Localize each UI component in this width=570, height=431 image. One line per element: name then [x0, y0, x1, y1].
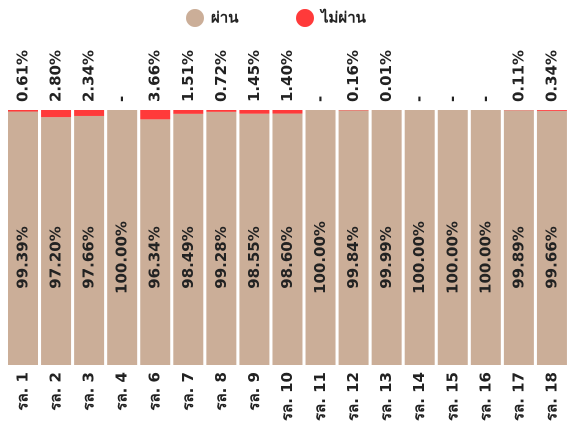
bar-segment: [41, 110, 71, 117]
x-tick-label: รล. 4: [113, 372, 131, 411]
x-tick-label: รล. 2: [47, 372, 65, 411]
x-tick-label: รล. 16: [476, 372, 494, 421]
x-tick-label: รล. 8: [212, 372, 230, 411]
value-label: 99.84%: [344, 226, 362, 288]
value-label: -: [113, 96, 131, 102]
legend-swatch: [186, 9, 204, 27]
value-label: 99.99%: [377, 226, 395, 288]
bar-segment: [239, 110, 269, 114]
value-label: 100.00%: [443, 221, 461, 294]
value-label: 98.55%: [245, 226, 263, 288]
x-tick-label: รล. 17: [509, 372, 527, 421]
bar-segment: [173, 110, 203, 114]
bar-segment: [272, 110, 302, 114]
value-label: -: [443, 96, 461, 102]
bar-segment: [74, 110, 104, 116]
x-tick-label: รล. 15: [443, 372, 461, 421]
legend-label: ผ่าน: [211, 9, 239, 27]
x-tick-label: รล. 12: [344, 372, 362, 421]
value-label: 98.49%: [179, 226, 197, 288]
value-label: -: [410, 96, 428, 102]
value-label: 1.45%: [245, 50, 263, 102]
value-label: 100.00%: [476, 221, 494, 294]
bar-segment: [8, 110, 38, 112]
bar-segment: [206, 110, 236, 112]
bar-segment: [537, 110, 567, 111]
value-label: 0.16%: [344, 50, 362, 102]
x-tick-label: รล. 14: [410, 372, 428, 421]
x-tick-label: รล. 10: [278, 372, 296, 421]
value-label: 1.40%: [278, 50, 296, 102]
value-label: 0.11%: [509, 50, 527, 102]
value-label: -: [311, 96, 329, 102]
x-tick-label: รล. 18: [542, 372, 560, 421]
value-label: 2.80%: [47, 50, 65, 102]
value-label: 0.01%: [377, 50, 395, 102]
legend-label: ไม่ผ่าน: [319, 8, 367, 27]
legend-swatch: [296, 9, 314, 27]
value-label: 0.61%: [14, 50, 32, 102]
bar-segment: [140, 110, 170, 119]
value-label: 96.34%: [146, 226, 164, 288]
x-tick-label: รล. 9: [245, 372, 263, 411]
value-label: 0.34%: [542, 50, 560, 102]
value-label: 99.39%: [14, 226, 32, 288]
value-label: 97.66%: [80, 226, 98, 288]
value-label: 100.00%: [311, 221, 329, 294]
x-tick-label: รล. 1: [14, 372, 32, 411]
value-label: 99.66%: [542, 226, 560, 288]
value-label: 0.72%: [212, 50, 230, 102]
value-label: 100.00%: [113, 221, 131, 294]
value-label: 100.00%: [410, 221, 428, 294]
x-tick-label: รล. 3: [80, 372, 98, 411]
value-label: 97.20%: [47, 226, 65, 288]
value-label: 99.28%: [212, 226, 230, 288]
x-tick-label: รล. 11: [311, 372, 329, 421]
value-label: 99.89%: [509, 226, 527, 288]
value-label: 2.34%: [80, 50, 98, 102]
value-label: 98.60%: [278, 226, 296, 288]
x-tick-label: รล. 13: [377, 372, 395, 421]
value-label: 3.66%: [146, 50, 164, 102]
x-tick-label: รล. 7: [179, 372, 197, 411]
value-label: -: [476, 96, 494, 102]
value-label: 1.51%: [179, 50, 197, 102]
x-tick-label: รล. 6: [146, 372, 164, 411]
